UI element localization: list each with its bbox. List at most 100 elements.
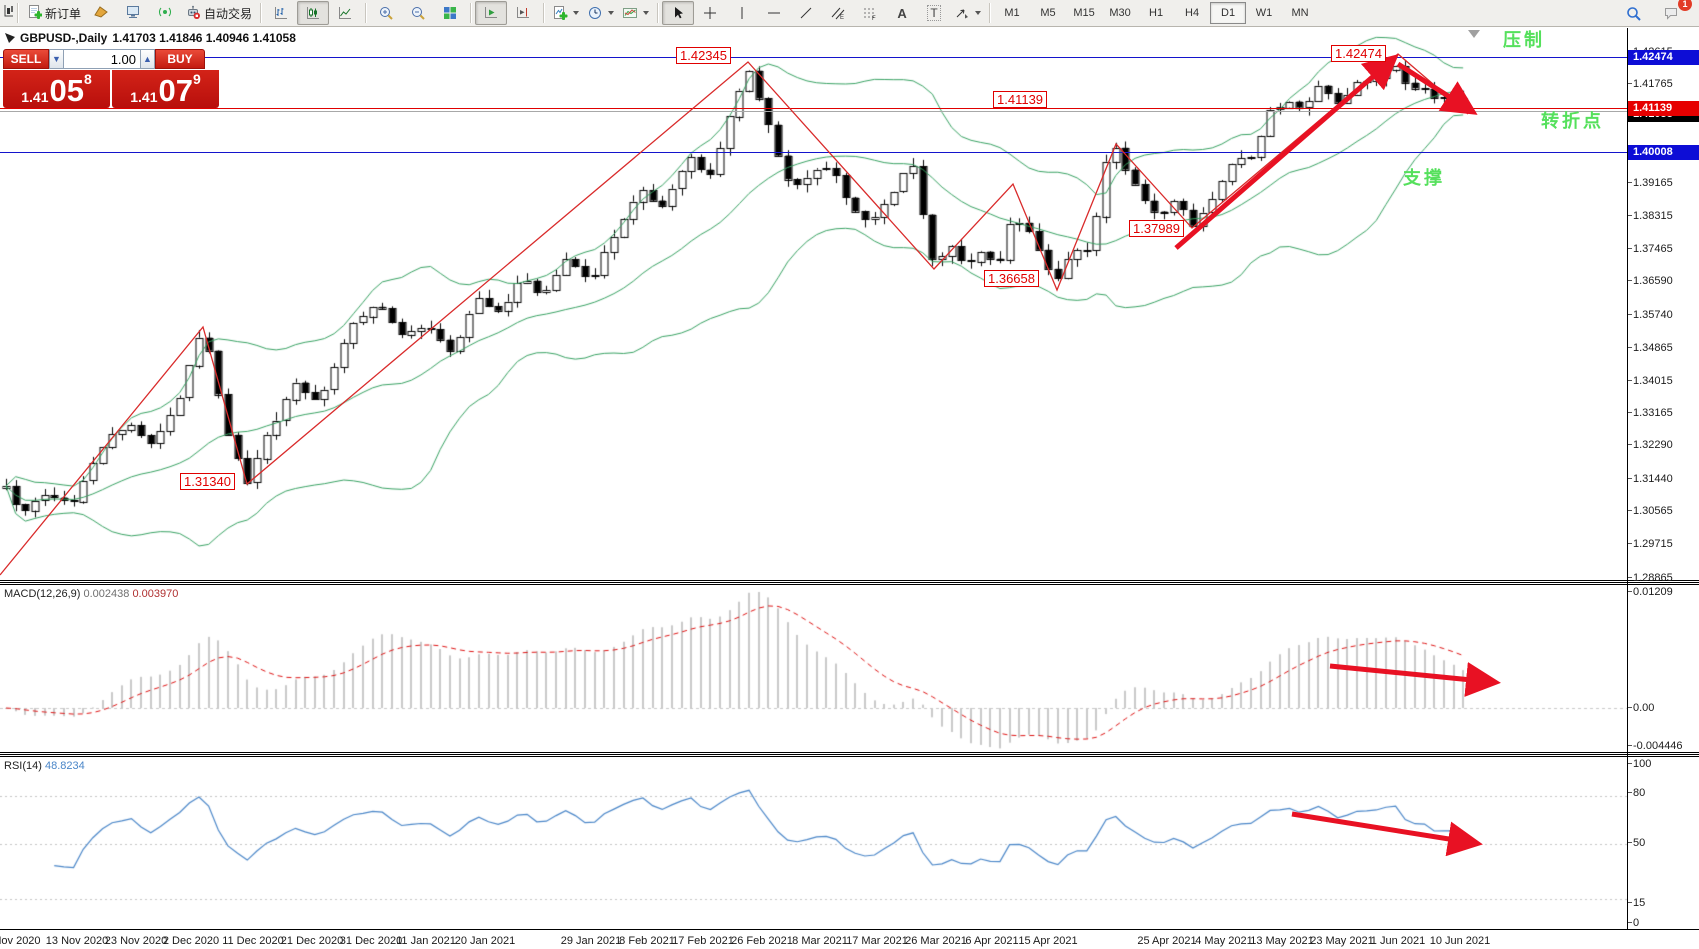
symbol-period-label: GBPUSD-,Daily: [20, 31, 108, 45]
svg-text:F: F: [872, 16, 876, 21]
zoom-out-button[interactable]: [402, 1, 434, 25]
search-button[interactable]: [1617, 1, 1649, 25]
new-chart-button[interactable]: [548, 1, 583, 25]
price-flag[interactable]: 1.42474: [1331, 45, 1386, 62]
timeframe-button-w1[interactable]: W1: [1255, 7, 1273, 19]
autotrading-button[interactable]: 自动交易: [181, 1, 256, 25]
one-click-trading-panel: SELL ▼ ▲ BUY 1.41 05 8 1.41 07 9: [3, 49, 219, 108]
rsi-axis-label: 15: [1627, 897, 1646, 909]
volume-input[interactable]: [64, 49, 140, 69]
price-flag[interactable]: 1.41139: [993, 91, 1048, 108]
date-axis-label: 21 Dec 2020: [280, 935, 344, 947]
price-flag[interactable]: 1.31340: [180, 473, 235, 490]
support-line[interactable]: [0, 152, 1627, 153]
vertical-line-button[interactable]: [726, 1, 758, 25]
price-flag[interactable]: 1.36658: [984, 270, 1039, 287]
price-flag[interactable]: 1.37989: [1129, 220, 1184, 237]
sell-price-prefix: 1.41: [21, 89, 49, 105]
terminal-icon: [125, 4, 141, 23]
toolbar-separator: [17, 3, 18, 23]
date-axis-label: 31 Dec 2020: [339, 935, 403, 947]
fibonacci-button[interactable]: F: [854, 1, 886, 25]
resistance-annotation[interactable]: 压制: [1503, 30, 1545, 50]
sell-button[interactable]: SELL: [3, 49, 49, 69]
signals-button[interactable]: [149, 1, 181, 25]
buy-button[interactable]: BUY: [155, 49, 205, 69]
resistance-line-tag: 1.42474: [1628, 50, 1699, 65]
date-axis-border: [0, 929, 1699, 930]
chart-shift-marker[interactable]: [1468, 30, 1480, 38]
candlestick-chart-button[interactable]: [297, 1, 330, 25]
terminal-button[interactable]: [117, 1, 149, 25]
sell-price-pip: 8: [83, 71, 92, 87]
trendline-button[interactable]: [790, 1, 822, 25]
macd-axis-label: -0.004446: [1628, 740, 1683, 752]
toolbar-separator: [260, 3, 262, 23]
horizontal-line-button[interactable]: [758, 1, 790, 25]
clipped-chart-icon: [2, 3, 13, 24]
price-axis-label: 1.33165: [1628, 407, 1673, 419]
macd-panel-canvas[interactable]: [0, 585, 1627, 753]
text-label-button[interactable]: T: [918, 1, 950, 25]
timeframe-button-m15[interactable]: M15: [1073, 7, 1095, 19]
price-flag[interactable]: 1.42345: [676, 47, 731, 64]
autotrading-icon: [185, 4, 201, 23]
price-axis-border: [1627, 28, 1628, 930]
macd-panel-divider[interactable]: [0, 580, 1699, 585]
price-axis-label: 1.39165: [1628, 177, 1673, 189]
date-axis-label: 15 Apr 2021: [1018, 935, 1078, 947]
date-axis-label: 8 Mar 2021: [792, 935, 848, 947]
ohlc-values: 1.41703 1.41846 1.40946 1.41058: [112, 31, 296, 45]
autotrading-label: 自动交易: [204, 6, 253, 21]
zoom-in-button[interactable]: [370, 1, 402, 25]
date-axis-label: 10 Jun 2021: [1429, 935, 1491, 947]
crosshair-button[interactable]: [694, 1, 726, 25]
arrows-tool-button[interactable]: [950, 1, 985, 25]
timeframe-button-h1[interactable]: H1: [1149, 7, 1164, 19]
rsi-axis-label: 0: [1627, 917, 1640, 929]
volume-decrease-button[interactable]: ▼: [49, 49, 64, 69]
rsi-panel-divider[interactable]: [0, 752, 1699, 757]
templates-button[interactable]: [618, 1, 653, 25]
periods-button[interactable]: [583, 1, 618, 25]
macd-indicator-label: MACD(12,26,9) 0.002438 0.003970: [4, 588, 178, 600]
timeframe-button-d1[interactable]: D1: [1210, 2, 1247, 24]
buy-price-big: 07: [158, 73, 193, 108]
support-annotation[interactable]: 支撑: [1403, 168, 1445, 188]
date-axis-label: 23 May 2021: [1310, 935, 1374, 947]
timeframe-button-m5[interactable]: M5: [1040, 7, 1056, 19]
tile-windows-button[interactable]: [434, 1, 466, 25]
sell-price-big: 05: [49, 73, 84, 108]
cursor-button[interactable]: [662, 1, 695, 25]
equidistant-channel-button[interactable]: E: [822, 1, 854, 25]
turning-point-annotation[interactable]: 转折点: [1541, 111, 1604, 131]
chart-shift-button[interactable]: [507, 1, 539, 25]
rsi-panel-canvas[interactable]: [0, 757, 1627, 929]
pivot-line[interactable]: [0, 108, 1627, 109]
text-label-glyph: T: [927, 5, 941, 21]
text-tool-button[interactable]: A: [886, 1, 918, 25]
new-order-button[interactable]: 新订单: [22, 1, 85, 25]
notifications-button[interactable]: 1: [1655, 0, 1692, 25]
macd-axis-label: 0.00: [1627, 702, 1655, 714]
auto-scroll-button[interactable]: [475, 1, 508, 25]
volume-increase-button[interactable]: ▲: [140, 49, 155, 69]
timeframe-button-h4[interactable]: H4: [1185, 7, 1200, 19]
svg-text:E: E: [840, 15, 844, 21]
timeframe-button-m30[interactable]: M30: [1109, 7, 1131, 19]
buy-price-prefix: 1.41: [130, 89, 158, 105]
date-axis-label: 17 Mar 2021: [846, 935, 908, 947]
date-axis-label: 2 Dec 2020: [162, 935, 220, 947]
rsi-axis-label: 80: [1627, 787, 1646, 799]
bar-chart-button[interactable]: [265, 1, 297, 25]
line-chart-button[interactable]: [329, 1, 361, 25]
buy-price-button[interactable]: 1.41 07 9: [112, 70, 219, 108]
date-axis-label: 26 Feb 2021: [731, 935, 793, 947]
timeframe-button-m1[interactable]: M1: [1004, 7, 1020, 19]
macd-name: MACD(12,26,9): [4, 588, 81, 600]
metaeditor-button[interactable]: [85, 1, 117, 25]
sell-price-button[interactable]: 1.41 05 8: [3, 70, 110, 108]
timeframe-button-mn[interactable]: MN: [1291, 7, 1309, 19]
buy-button-label: BUY: [167, 52, 193, 66]
new-order-label: 新订单: [45, 6, 82, 21]
